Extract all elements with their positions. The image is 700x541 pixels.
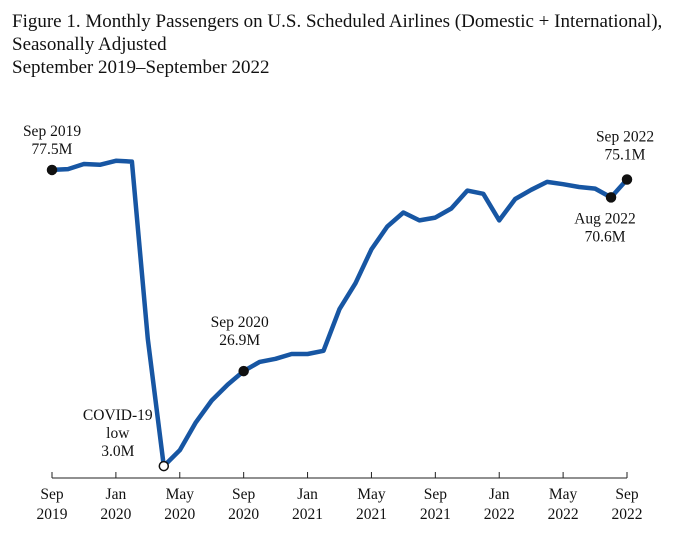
x-tick-label-month: Jan (297, 486, 318, 503)
x-tick-label-year: 2021 (292, 506, 323, 523)
marker-annotation-line: COVID-19 (83, 407, 153, 424)
x-tick-label-year: 2022 (484, 506, 515, 523)
x-tick-label-year: 2022 (548, 506, 579, 523)
x-tick-label-month: Sep (40, 486, 64, 503)
x-tick-label-month: Jan (489, 486, 510, 503)
x-tick-label-month: May (357, 486, 386, 503)
marker-annotation-line: 77.5M (32, 141, 73, 158)
chart-title-line-2: Seasonally Adjusted (12, 34, 167, 55)
marker-annotation: COVID-19 low 3.0M (83, 407, 153, 460)
x-tick-label-month: May (166, 486, 195, 503)
marker-annotation: Sep 2022 75.1M (596, 128, 654, 163)
marker-annotation: Sep 2020 26.9M (211, 314, 269, 349)
data-marker (621, 174, 633, 185)
x-tick-label: Sep 2021 (420, 486, 451, 523)
x-tick-label-month: Sep (615, 486, 639, 503)
x-tick-label: Sep 2019 (37, 486, 68, 523)
marker-annotation-line: low (106, 425, 130, 442)
x-tick-label-month: Sep (424, 486, 448, 503)
x-tick-label-year: 2019 (37, 506, 68, 523)
marker-annotation-line: 75.1M (605, 146, 646, 163)
data-marker (605, 192, 617, 203)
x-tick-label: Jan 2021 (292, 486, 323, 523)
x-tick-label: Jan 2020 (100, 486, 131, 523)
marker-annotation-line: Sep 2022 (596, 128, 654, 145)
data-marker (46, 164, 58, 176)
x-tick-label: May 2022 (548, 486, 579, 523)
x-tick-label-month: May (549, 486, 578, 503)
x-tick-label-year: 2021 (420, 506, 451, 523)
marker-annotation-line: Sep 2019 (23, 123, 81, 140)
marker-annotation-line: 70.6M (585, 228, 626, 245)
marker-annotation-line: 3.0M (101, 443, 134, 460)
x-tick-label: May 2020 (164, 486, 195, 523)
x-tick-label-month: Jan (106, 486, 127, 503)
marker-annotation-line: Sep 2020 (211, 314, 269, 331)
chart-title-line-3: September 2019–September 2022 (12, 57, 270, 78)
x-tick-label-year: 2020 (164, 506, 195, 523)
marker-annotation-line: 26.9M (219, 332, 260, 349)
chart-title: Figure 1. Monthly Passengers on U.S. Sch… (12, 10, 692, 79)
series-line-passengers (49, 158, 630, 469)
x-tick-label-month: Sep (232, 486, 256, 503)
marker-annotation-line: Aug 2022 (574, 210, 636, 227)
series-layer (49, 158, 630, 469)
marker-annotation: Aug 2022 70.6M (574, 210, 636, 245)
chart-title-line-1: Figure 1. Monthly Passengers on U.S. Sch… (12, 11, 663, 32)
x-tick-label-year: 2022 (612, 506, 643, 523)
x-tick-label-year: 2020 (100, 506, 131, 523)
label-layer: Sep 2019 77.5M COVID-19 low 3.0M Sep 2020 26.9… (23, 123, 654, 460)
x-tick-label-year: 2021 (356, 506, 387, 523)
data-marker (238, 365, 249, 377)
marker-annotation: Sep 2019 77.5M (23, 123, 81, 158)
x-tick-label-year: 2020 (228, 506, 259, 523)
marker-layer (46, 164, 633, 472)
data-marker (158, 460, 170, 472)
x-tick-label: May 2021 (356, 486, 387, 523)
x-tick-label: Sep 2022 (612, 486, 643, 523)
x-tick-label: Jan 2022 (484, 486, 515, 523)
x-axis: Sep 2019 Jan 2020 May 2020 Sep 2020 Jan 2021 May 20… (37, 472, 643, 523)
x-tick-label: Sep 2020 (228, 486, 259, 523)
